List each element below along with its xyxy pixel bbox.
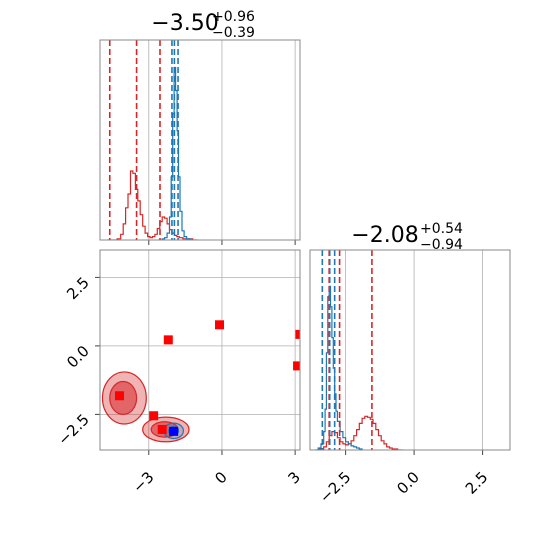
panel-hist-param-2 bbox=[309, 249, 511, 455]
scatter-point-marker_red bbox=[295, 329, 300, 339]
histogram-red bbox=[315, 415, 404, 450]
title-2-main: −2.08 bbox=[351, 223, 418, 248]
scatter-point-marker_red bbox=[215, 320, 225, 330]
title-1-main: −3.50 bbox=[151, 11, 218, 36]
histogram-blue bbox=[158, 66, 191, 240]
title-2-minus: −0.94 bbox=[420, 237, 463, 253]
panel-2d-param-1-vs-2 bbox=[95, 249, 301, 455]
scatter-point-marker_red bbox=[157, 424, 167, 434]
title-param-2: −2.08 bbox=[351, 223, 418, 248]
scatter-point-marker_red bbox=[115, 391, 125, 401]
panel-frame bbox=[99, 249, 301, 451]
histogram-red bbox=[107, 170, 198, 240]
panel-hist-param-1 bbox=[99, 39, 301, 245]
panel-frame bbox=[309, 249, 511, 451]
panel-frame bbox=[99, 39, 301, 241]
title-1-plus: +0.96 bbox=[212, 9, 255, 25]
title-1-minus: −0.39 bbox=[212, 25, 255, 41]
histogram-blue bbox=[315, 285, 363, 450]
title-param-1: −3.50 bbox=[151, 11, 218, 36]
title-2-plus: +0.54 bbox=[420, 221, 463, 237]
scatter-point-marker_red bbox=[149, 411, 159, 421]
scatter-point-marker_red bbox=[163, 335, 173, 345]
scatter-point-marker_blue bbox=[169, 426, 179, 436]
scatter-point-marker_red bbox=[293, 361, 300, 371]
